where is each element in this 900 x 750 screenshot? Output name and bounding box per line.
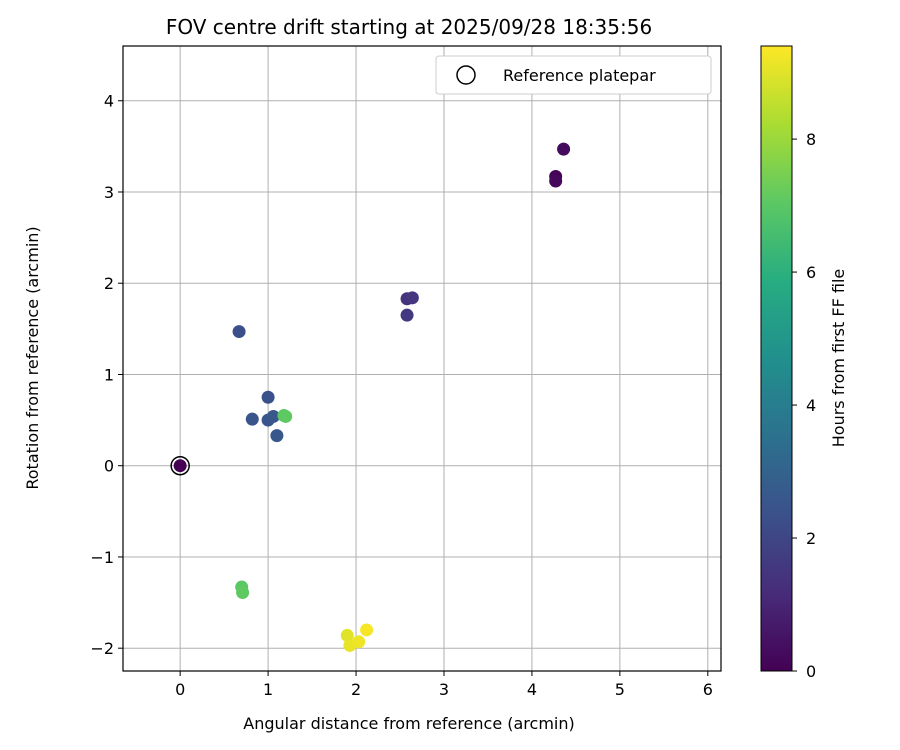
y-tick-label: 0: [104, 457, 114, 476]
y-axis-label: Rotation from reference (arcmin): [23, 226, 42, 489]
data-point: [352, 635, 366, 649]
legend-marker: [456, 65, 476, 85]
data-point: [400, 308, 414, 322]
data-point: [261, 390, 275, 404]
x-tick-label: 6: [703, 680, 713, 699]
plot-frame: [122, 45, 722, 672]
x-axis-label: Angular distance from reference (arcmin): [243, 714, 574, 733]
data-point: [557, 142, 571, 156]
x-tick-label: 3: [439, 680, 449, 699]
data-point: [232, 325, 246, 339]
data-points: [170, 142, 571, 652]
y-tick-label: 1: [104, 365, 114, 384]
data-point: [549, 174, 563, 188]
data-point: [360, 623, 374, 637]
data-point: [266, 409, 280, 423]
colorbar-tick-label: 8: [806, 130, 816, 149]
x-tick-label: 2: [351, 680, 361, 699]
colorbar-label: Hours from first FF file: [829, 269, 848, 448]
data-point: [279, 409, 293, 423]
x-tick-label: 5: [615, 680, 625, 699]
legend: Reference platepar: [435, 55, 712, 95]
colorbar-tick-label: 2: [806, 529, 816, 548]
colorbar: 0 2 4 6 8 Hours from first FF file: [760, 45, 848, 681]
y-tick-label: −2: [90, 639, 114, 658]
data-point: [236, 586, 250, 600]
colorbar-tick-label: 6: [806, 263, 816, 282]
grid: [123, 46, 721, 671]
data-point: [245, 412, 259, 426]
colorbar-ticks: 0 2 4 6 8: [792, 130, 816, 681]
reference-platepar-marker: [170, 455, 190, 476]
y-tick-label: 3: [104, 183, 114, 202]
data-point: [340, 628, 354, 642]
y-tick-label: 4: [104, 92, 114, 111]
legend-entry-reference: Reference platepar: [503, 66, 656, 85]
x-tick-label: 0: [175, 680, 185, 699]
x-tick-label: 4: [527, 680, 537, 699]
data-point: [270, 429, 284, 443]
colorbar-tick-label: 4: [806, 396, 816, 415]
colorbar-gradient: [760, 45, 793, 672]
x-tick-label: 1: [263, 680, 273, 699]
y-tick-label: −1: [90, 548, 114, 567]
axis-ticks: 0 1 2 3 4 5 6 −2 −1 0 1 2 3 4: [90, 92, 712, 699]
y-tick-label: 2: [104, 274, 114, 293]
colorbar-tick-label: 0: [806, 662, 816, 681]
chart-title: FOV centre drift starting at 2025/09/28 …: [166, 15, 652, 39]
data-point: [405, 291, 419, 305]
data-point: [173, 459, 187, 473]
legend-box: [435, 55, 712, 95]
